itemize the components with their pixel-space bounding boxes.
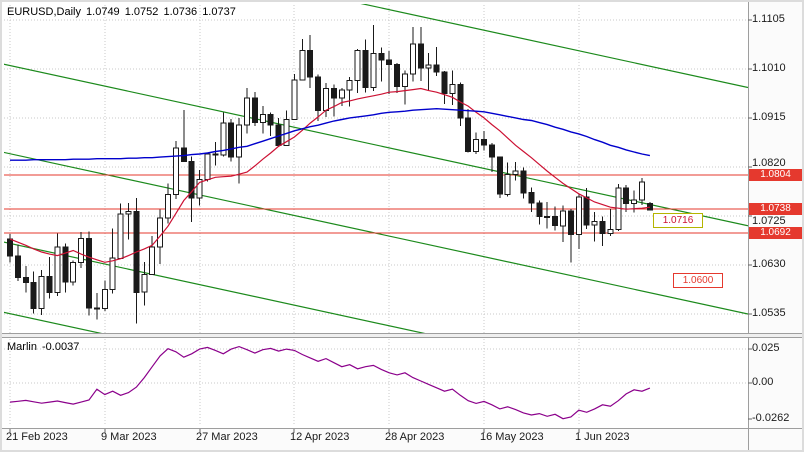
quote-low: 1.0736 [163, 6, 198, 18]
candle-body [370, 53, 377, 88]
candle-body [552, 215, 559, 227]
candle-body [409, 43, 416, 75]
quote-high: 1.0752 [124, 6, 159, 18]
candle-body [291, 79, 298, 121]
candle-body [157, 217, 164, 248]
ma-fast-line [9, 87, 650, 263]
trendline-price-label[interactable]: 1.0716 [653, 213, 703, 228]
quote-close: 1.0737 [202, 6, 236, 18]
candle-body [599, 221, 606, 235]
candle-body [591, 221, 598, 226]
candle-body [402, 73, 408, 87]
candle-body [180, 147, 187, 162]
candle-body [512, 170, 519, 176]
candle-body [567, 210, 574, 236]
candle-body [417, 43, 424, 69]
candle-body [330, 88, 337, 99]
candle-body [228, 122, 235, 158]
candle-body [441, 71, 448, 95]
candle-body [449, 83, 456, 95]
candle-body [338, 89, 345, 99]
candle-body [299, 49, 306, 81]
marlin-line [9, 345, 651, 420]
candle-body [251, 97, 258, 124]
candle-body [93, 307, 100, 310]
candle-body [425, 64, 432, 69]
candle-body [623, 187, 630, 205]
candle-body [141, 274, 148, 293]
candle-body [473, 139, 480, 153]
candle-body [465, 117, 472, 152]
candle-body [14, 255, 21, 278]
candle-body [172, 147, 179, 195]
chart-header: EURUSD,Daily 1.0749 1.0752 1.0736 1.0737 [7, 6, 238, 18]
candle-body [560, 210, 566, 227]
candle-body [354, 49, 361, 81]
candle-body [7, 238, 13, 257]
candle-body [607, 228, 614, 234]
candle-body [165, 193, 171, 219]
candle-body [646, 203, 653, 211]
candle-body [204, 153, 211, 180]
candle-body [220, 122, 227, 156]
candle-body [323, 88, 329, 112]
candle-body [196, 178, 203, 199]
indicator-name: Marlin [7, 341, 37, 353]
candle-body [244, 97, 250, 126]
channel-trendline[interactable] [2, 2, 748, 89]
candle-body [125, 210, 132, 215]
candle-body [188, 160, 195, 199]
candle-body [386, 59, 393, 65]
candle-body [520, 170, 527, 194]
candle-body [378, 53, 385, 61]
candle-body [149, 246, 156, 276]
candle-body [536, 202, 543, 217]
candle-body [267, 113, 274, 126]
candle-body [504, 174, 511, 195]
candle-body [575, 196, 582, 235]
candle-body [346, 79, 353, 91]
candle-body [22, 276, 29, 283]
price-axis-strip [748, 2, 802, 450]
candle-body [30, 282, 37, 309]
candle-body [496, 156, 503, 195]
candle-body [528, 192, 535, 204]
candle-body [62, 246, 69, 283]
candle-body [631, 199, 638, 204]
candle-body [101, 289, 108, 309]
candle-body [54, 246, 61, 293]
candle-body [362, 49, 369, 88]
candle-body [70, 261, 77, 283]
ma-slow-line [10, 107, 651, 161]
candle-body [109, 257, 116, 291]
channel-trendline[interactable] [2, 241, 748, 404]
candle-body [488, 144, 495, 158]
indicator-current-value: -0.0037 [42, 341, 80, 353]
candle-body [78, 238, 85, 263]
indicator-header: Marlin -0.0037 [7, 341, 81, 353]
candle-body [38, 275, 45, 309]
candle-body [259, 113, 266, 124]
candle-body [544, 215, 551, 218]
candle-body [583, 196, 590, 226]
candle-body [212, 153, 219, 156]
candle-body [307, 49, 314, 78]
symbol-timeframe-label: EURUSD,Daily [7, 6, 81, 18]
candle-body [639, 181, 645, 201]
candle-body [481, 139, 487, 146]
candle-body [433, 64, 440, 73]
candle-body [394, 63, 401, 87]
time-axis-strip [2, 429, 748, 450]
candle-body [46, 275, 53, 293]
pane-divider[interactable] [2, 333, 802, 338]
candle-body [117, 213, 124, 259]
candle-body [236, 124, 243, 158]
candle-body [315, 76, 322, 112]
quote-open: 1.0749 [86, 6, 120, 18]
candle-body [86, 238, 92, 309]
target-price-label[interactable]: 1.0600 [673, 273, 723, 288]
